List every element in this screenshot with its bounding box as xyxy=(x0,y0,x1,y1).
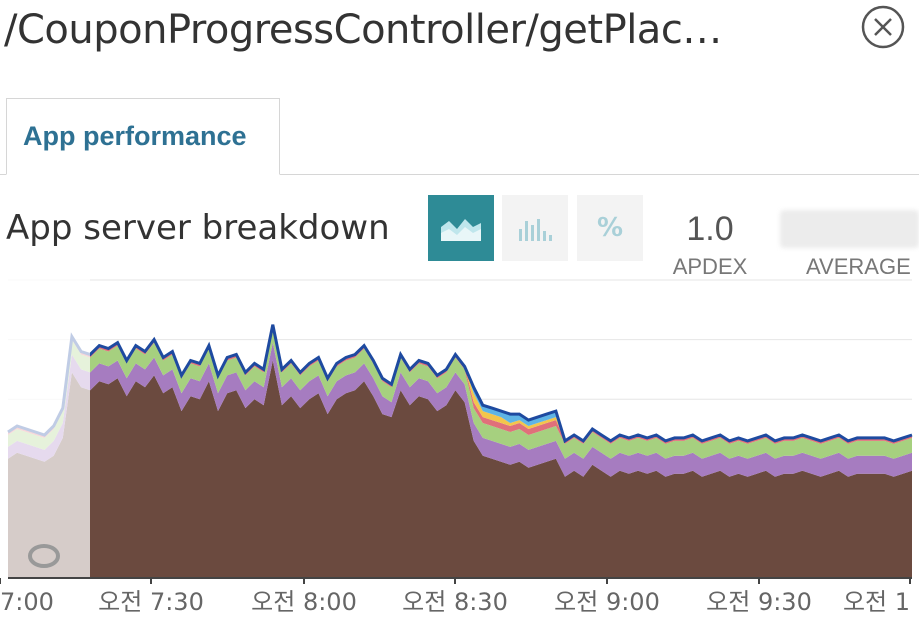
chart-redacted-overlay xyxy=(0,270,90,578)
x-tick-label: 오전 1 xyxy=(843,588,910,616)
chart-layers xyxy=(7,324,913,578)
x-tick-label: 오전 7:30 xyxy=(98,588,204,616)
tab-label: App performance xyxy=(23,121,247,151)
apdex-label: APDEX xyxy=(672,254,748,279)
area-series-3 xyxy=(8,327,912,459)
average-label: AVERAGE xyxy=(806,254,911,279)
area-chart-icon xyxy=(441,219,481,241)
x-tick-label: 7:00 xyxy=(0,588,54,616)
tab-bar-divider xyxy=(0,174,919,175)
x-tick-label: 오전 8:00 xyxy=(251,588,357,616)
average-value-redacted xyxy=(780,210,919,248)
apdex-value: 1.0 xyxy=(686,210,734,248)
app-server-breakdown-chart[interactable]: 7:00 오전 7:30 오전 8:00 오전 8:30 오전 9:00 오전 9:30 오… xyxy=(0,270,919,636)
percent-mode-button[interactable]: % xyxy=(577,195,643,261)
x-tick-label: 오전 9:30 xyxy=(706,588,812,616)
area-series-1 xyxy=(8,360,912,578)
x-tick-label: 오전 9:00 xyxy=(554,588,660,616)
tab-app-performance[interactable]: App performance xyxy=(6,98,280,175)
close-button[interactable] xyxy=(858,2,908,52)
bar-chart-icon xyxy=(519,219,552,241)
area-chart-mode-button[interactable] xyxy=(428,195,494,261)
series-total-line xyxy=(7,324,913,444)
bar-chart-mode-button[interactable] xyxy=(502,195,568,261)
section-title: App server breakdown xyxy=(6,208,390,248)
chart-x-axis: 7:00 오전 7:30 오전 8:00 오전 8:30 오전 9:00 오전 9:30 오… xyxy=(0,577,912,616)
y-axis-redacted-overlay xyxy=(0,270,90,578)
x-tick-label: 오전 8:30 xyxy=(402,588,508,616)
page-title: /CouponProgressController/getPlac… xyxy=(4,7,722,53)
eye-icon xyxy=(28,544,60,568)
area-series-2 xyxy=(8,342,912,477)
close-circle-icon xyxy=(861,5,905,49)
